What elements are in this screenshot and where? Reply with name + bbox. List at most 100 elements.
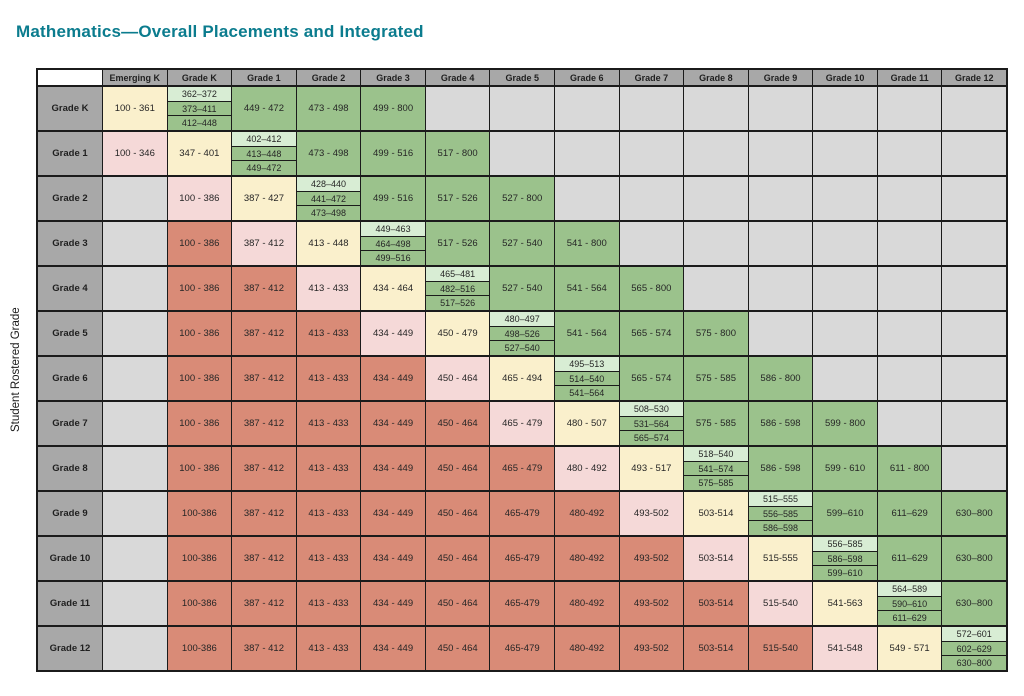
placement-subcell: 449–472 [232,161,296,175]
placement-cell: 480 - 492 [553,447,619,490]
placement-cell: 387 - 412 [231,492,296,535]
placement-cell: 465-479 [489,537,554,580]
placement-cell [618,222,684,265]
placement-cell-split: 515–555 556–585 586–598 [747,492,813,535]
placement-cell: 434 - 449 [360,582,425,625]
placement-cell: 387 - 412 [231,222,296,265]
placement-cell: 100 - 361 [102,87,167,130]
placement-cell-split: 556–585 586–598 599–610 [812,537,877,580]
placement-cell [618,87,684,130]
row-label: Grade 11 [38,582,102,625]
placement-cell [941,87,1006,130]
placement-cell [941,357,1006,400]
placement-cell-split: 572–601 602–629 630–800 [941,627,1006,670]
placement-cell [747,267,813,310]
row-label: Grade 10 [38,537,102,580]
placement-cell: 480-492 [553,582,619,625]
placement-cell [102,177,167,220]
placement-cell: 503-514 [683,582,748,625]
placement-cell: 503-514 [683,627,748,670]
placement-cell: 493-502 [618,582,684,625]
placement-cell [941,447,1006,490]
placement-cell: 450 - 464 [424,447,490,490]
placement-cell [812,87,877,130]
placement-subcell: 412–448 [167,116,232,130]
column-header: Grade 6 [553,70,619,85]
placement-cell [812,177,877,220]
placement-cell: 480-492 [553,627,619,670]
placement-cell [747,177,813,220]
row-label: Grade 3 [38,222,102,265]
row-label: Grade 5 [38,312,102,355]
placement-subcell: 449–463 [361,222,425,237]
placement-cell [941,222,1006,265]
placement-cell: 100 - 386 [166,222,232,265]
placement-cell: 586 - 598 [747,447,813,490]
header-row: Emerging K Grade K Grade 1 Grade 2 Grade 3 Gr… [38,70,1006,85]
placement-cell [618,177,684,220]
placement-cell: 387 - 412 [231,582,296,625]
placement-subcell: 428–440 [296,177,361,192]
row-label: Grade 4 [38,267,102,310]
placement-cell: 565 - 574 [618,312,684,355]
table-row: Grade 9 100-386 387 - 412 413 - 433 434 - 44… [38,490,1006,535]
column-header: Grade 9 [747,70,813,85]
placement-cell [102,447,167,490]
table-row: Grade 7 100 - 386 387 - 412 413 - 433 434 - … [38,400,1006,445]
placement-cell: 499 - 516 [360,132,425,175]
row-label: Grade 9 [38,492,102,535]
placement-subcell: 373–411 [167,101,232,117]
placement-cell: 541-548 [812,627,877,670]
column-header: Grade 3 [360,70,425,85]
placement-cell [747,132,813,175]
placement-cell: 413 - 433 [295,627,361,670]
placement-cell: 434 - 449 [360,402,425,445]
placement-cell: 499 - 516 [360,177,425,220]
placement-subcell: 599–610 [813,566,877,580]
column-header: Grade 11 [876,70,942,85]
placement-subcell: 572–601 [942,627,1006,642]
column-header: Grade 2 [295,70,361,85]
row-label: Grade 2 [38,177,102,220]
placement-cell: 630–800 [941,582,1006,625]
placement-cell: 434 - 464 [360,267,425,310]
placement-cell: 413 - 433 [295,447,361,490]
placement-cell: 480 - 507 [553,402,619,445]
table-row: Grade 8 100 - 386 387 - 412 413 - 433 434 - … [38,445,1006,490]
placement-cell: 575 - 800 [683,312,748,355]
y-axis-label: Student Rostered Grade [10,307,22,433]
placement-cell: 480-492 [553,537,619,580]
placement-cell: 100 - 386 [166,312,232,355]
column-header: Grade 12 [941,70,1006,85]
placement-cell [812,132,877,175]
placement-subcell: 541–564 [554,386,619,400]
placement-cell [876,87,942,130]
placement-cell: 473 - 498 [295,87,361,130]
placement-cell: 413 - 433 [295,492,361,535]
placement-cell [424,87,490,130]
placement-subcell: 611–629 [877,611,942,625]
placement-cell: 450 - 464 [424,582,490,625]
placement-cell: 575 - 585 [683,402,748,445]
placement-cell: 465-479 [489,492,554,535]
placement-subcell: 499–516 [361,251,425,265]
placement-cell [812,267,877,310]
placement-cell [102,267,167,310]
placement-cell: 599 - 800 [812,402,877,445]
placement-cell [553,177,619,220]
placement-cell: 515-540 [747,582,813,625]
placement-cell: 413 - 433 [295,357,361,400]
placement-subcell: 480–497 [490,312,554,327]
placement-cell [941,267,1006,310]
placement-cell [812,312,877,355]
placement-subcell: 527–540 [490,341,554,355]
placement-subcell: 464–498 [361,236,425,252]
placement-cell: 493-502 [618,492,684,535]
placement-cell: 515-555 [747,537,813,580]
placement-cell: 503-514 [683,492,748,535]
table-row: Grade 6 100 - 386 387 - 412 413 - 433 434 - … [38,355,1006,400]
placement-cell: 347 - 401 [166,132,232,175]
column-header: Emerging K [102,70,167,85]
placement-cell [876,402,942,445]
placement-subcell: 586–598 [748,521,813,535]
